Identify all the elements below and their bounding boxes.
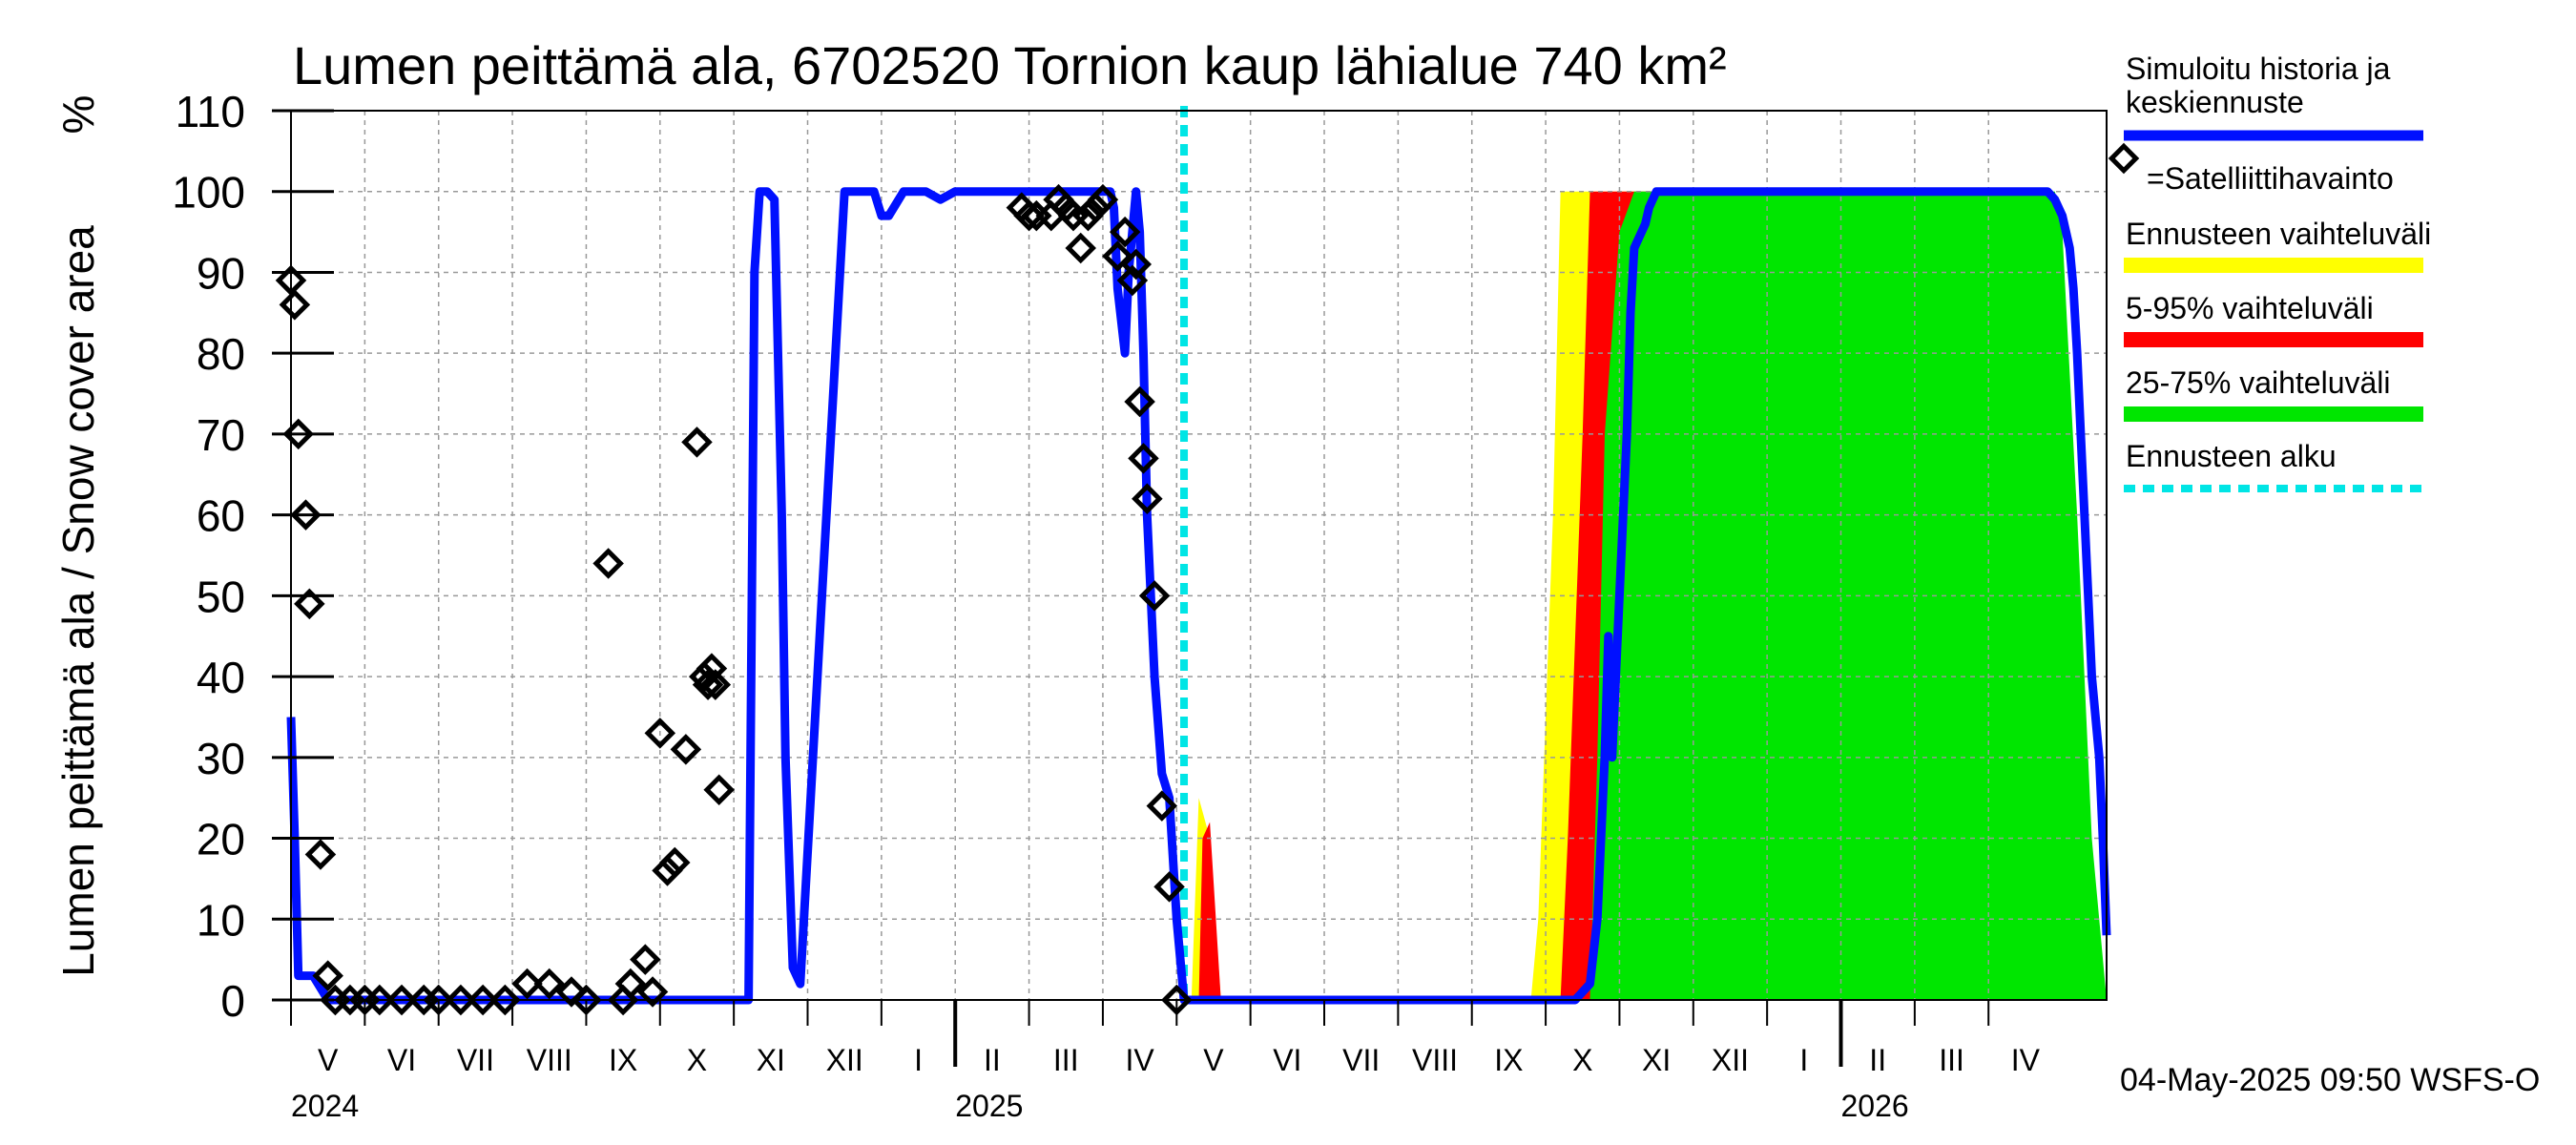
satellite-point bbox=[385, 984, 418, 1016]
x-month-label: I bbox=[1799, 1043, 1808, 1077]
x-month-label: I bbox=[914, 1043, 923, 1077]
x-month-label: VIII bbox=[1412, 1043, 1458, 1077]
x-month-label: VI bbox=[1273, 1043, 1301, 1077]
y-tick-label: 100 bbox=[172, 168, 245, 218]
y-tick-label: 110 bbox=[176, 87, 245, 136]
x-month-label: IV bbox=[2011, 1043, 2041, 1077]
legend-history-label-line1: Simuloitu historia ja bbox=[2126, 52, 2391, 86]
satellite-point bbox=[467, 984, 499, 1016]
legend-satellite-marker bbox=[2108, 142, 2140, 175]
satellite-point bbox=[489, 984, 521, 1016]
satellite-points bbox=[275, 183, 1193, 1016]
satellite-point bbox=[312, 960, 343, 991]
y-axis-label: Lumen peittämä ala / Snow cover area bbox=[53, 225, 103, 977]
satellite-point bbox=[636, 976, 669, 1008]
satellite-point bbox=[290, 499, 322, 531]
satellite-point bbox=[279, 289, 311, 321]
history-line-group bbox=[286, 187, 2111, 1005]
satellite-point bbox=[630, 944, 661, 975]
satellite-point bbox=[1065, 232, 1096, 264]
y-tick-label: 20 bbox=[197, 815, 245, 864]
satellite-point bbox=[1161, 984, 1193, 1016]
satellite-point bbox=[1128, 443, 1159, 474]
satellite-point bbox=[571, 984, 602, 1016]
x-year-label: 2025 bbox=[955, 1089, 1023, 1123]
x-month-label: X bbox=[1572, 1043, 1592, 1077]
y-tick-label: 70 bbox=[197, 410, 245, 460]
satellite-point bbox=[1132, 483, 1163, 514]
satellite-point bbox=[304, 839, 337, 870]
legend-p5-95-label: 5-95% vaihteluväli bbox=[2126, 291, 2374, 325]
x-month-label: II bbox=[1869, 1043, 1886, 1077]
x-month-label: IV bbox=[1125, 1043, 1154, 1077]
legend-history-label-line2: keskiennuste bbox=[2126, 85, 2304, 119]
x-month-label: V bbox=[318, 1043, 339, 1077]
satellite-point bbox=[592, 548, 624, 579]
satellite-point bbox=[282, 418, 314, 450]
legend: Simuloitu historia ja keskiennuste =Sate… bbox=[2108, 52, 2431, 492]
satellite-point bbox=[1153, 871, 1185, 903]
x-month-label: XI bbox=[757, 1043, 785, 1077]
x-month-label: XI bbox=[1642, 1043, 1671, 1077]
x-month-label: VII bbox=[457, 1043, 494, 1077]
y-tick-label: 80 bbox=[197, 329, 245, 379]
y-tick-label: 90 bbox=[197, 248, 245, 298]
satellite-point bbox=[699, 669, 732, 700]
satellite-point bbox=[1109, 216, 1141, 248]
satellite-point bbox=[275, 264, 307, 297]
satellite-point bbox=[533, 968, 566, 1000]
y-tick-label: 30 bbox=[197, 734, 245, 783]
legend-satellite-label: =Satelliittihavainto bbox=[2147, 161, 2394, 196]
x-month-label: II bbox=[984, 1043, 1001, 1077]
satellite-point bbox=[423, 984, 454, 1016]
x-year-label: 2024 bbox=[291, 1089, 359, 1123]
satellite-point bbox=[1013, 199, 1045, 232]
satellite-point bbox=[658, 846, 691, 879]
satellite-point bbox=[681, 427, 713, 458]
x-month-label: X bbox=[687, 1043, 707, 1077]
y-tick-label: 0 bbox=[220, 976, 245, 1026]
satellite-point bbox=[364, 984, 396, 1016]
y-tick-label: 60 bbox=[197, 491, 245, 541]
timestamp: 04-May-2025 09:50 WSFS-O bbox=[2120, 1062, 2540, 1098]
satellite-point bbox=[703, 774, 735, 805]
satellite-point bbox=[445, 984, 477, 1016]
satellite-point bbox=[644, 718, 676, 749]
satellite-point bbox=[1146, 790, 1178, 822]
x-month-label: III bbox=[1053, 1043, 1079, 1077]
x-month-label: IX bbox=[609, 1043, 637, 1077]
satellite-point bbox=[1138, 580, 1171, 612]
satellite-point bbox=[1120, 248, 1153, 281]
satellite-point bbox=[614, 968, 647, 1000]
satellite-point bbox=[1087, 183, 1119, 216]
x-month-label: V bbox=[1203, 1043, 1224, 1077]
x-month-label: XII bbox=[826, 1043, 863, 1077]
x-month-label: XII bbox=[1712, 1043, 1749, 1077]
satellite-point bbox=[670, 734, 702, 765]
legend-forecast-start-label: Ennusteen alku bbox=[2126, 439, 2337, 473]
y-axis-unit: % bbox=[53, 95, 103, 135]
x-month-label: VI bbox=[387, 1043, 416, 1077]
satellite-point bbox=[294, 588, 325, 620]
x-month-label: VII bbox=[1342, 1043, 1380, 1077]
satellite-point bbox=[511, 968, 543, 1000]
satellite-point bbox=[1124, 385, 1155, 418]
history-median-line bbox=[286, 187, 2111, 1005]
legend-p25-75-label: 25-75% vaihteluväli bbox=[2126, 365, 2391, 400]
y-tick-label: 10 bbox=[197, 895, 245, 945]
x-month-label: VIII bbox=[527, 1043, 572, 1077]
y-tick-label: 40 bbox=[197, 653, 245, 702]
chart-title: Lumen peittämä ala, 6702520 Tornion kaup… bbox=[293, 35, 1727, 95]
y-tick-label: 50 bbox=[197, 572, 245, 621]
plot-frame bbox=[290, 110, 2108, 1001]
x-year-label: 2026 bbox=[1841, 1089, 1909, 1123]
x-month-label: III bbox=[1939, 1043, 1964, 1077]
legend-range-label: Ennusteen vaihteluväli bbox=[2126, 217, 2431, 251]
x-month-label: IX bbox=[1494, 1043, 1523, 1077]
